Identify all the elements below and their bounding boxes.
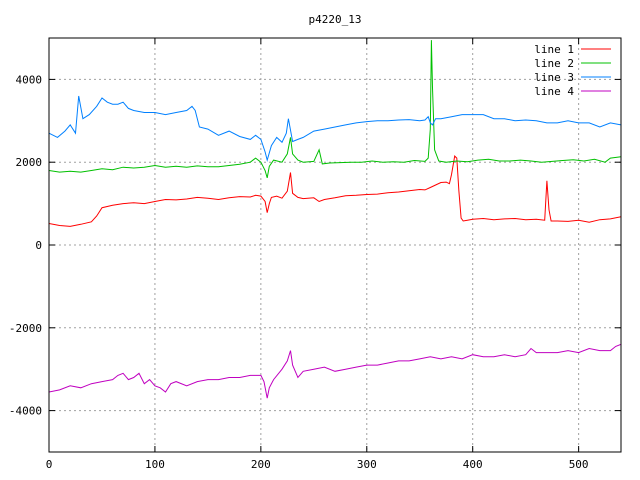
chart-title: p4220_13 bbox=[309, 13, 362, 26]
series-line-line-1 bbox=[49, 154, 621, 227]
x-tick-label: 500 bbox=[569, 458, 589, 471]
grid-layer bbox=[49, 38, 621, 452]
series-layer bbox=[49, 40, 621, 399]
x-tick-label: 100 bbox=[145, 458, 165, 471]
x-tick-label: 300 bbox=[357, 458, 377, 471]
legend-label: line 2 bbox=[534, 57, 574, 70]
series-line-line-4 bbox=[49, 343, 621, 399]
y-tick-label: 4000 bbox=[16, 73, 43, 86]
axis-layer: 0 100 200 300 400 500 -4000 -2000 0 2000 4000 bbox=[9, 37, 622, 471]
x-tick-label: 0 bbox=[46, 458, 53, 471]
legend-label: line 1 bbox=[534, 43, 574, 56]
y-tick-label: -4000 bbox=[9, 405, 42, 418]
y-tick-label: -2000 bbox=[9, 322, 42, 335]
y-tick-label: 2000 bbox=[16, 156, 43, 169]
series-line-line-3 bbox=[49, 95, 621, 162]
series-line-line-2 bbox=[49, 40, 621, 179]
legend-label: line 4 bbox=[534, 85, 574, 98]
legend-label: line 3 bbox=[534, 71, 574, 84]
x-tick-label: 200 bbox=[251, 458, 271, 471]
y-tick-label: 0 bbox=[35, 239, 42, 252]
x-tick-label: 400 bbox=[463, 458, 483, 471]
